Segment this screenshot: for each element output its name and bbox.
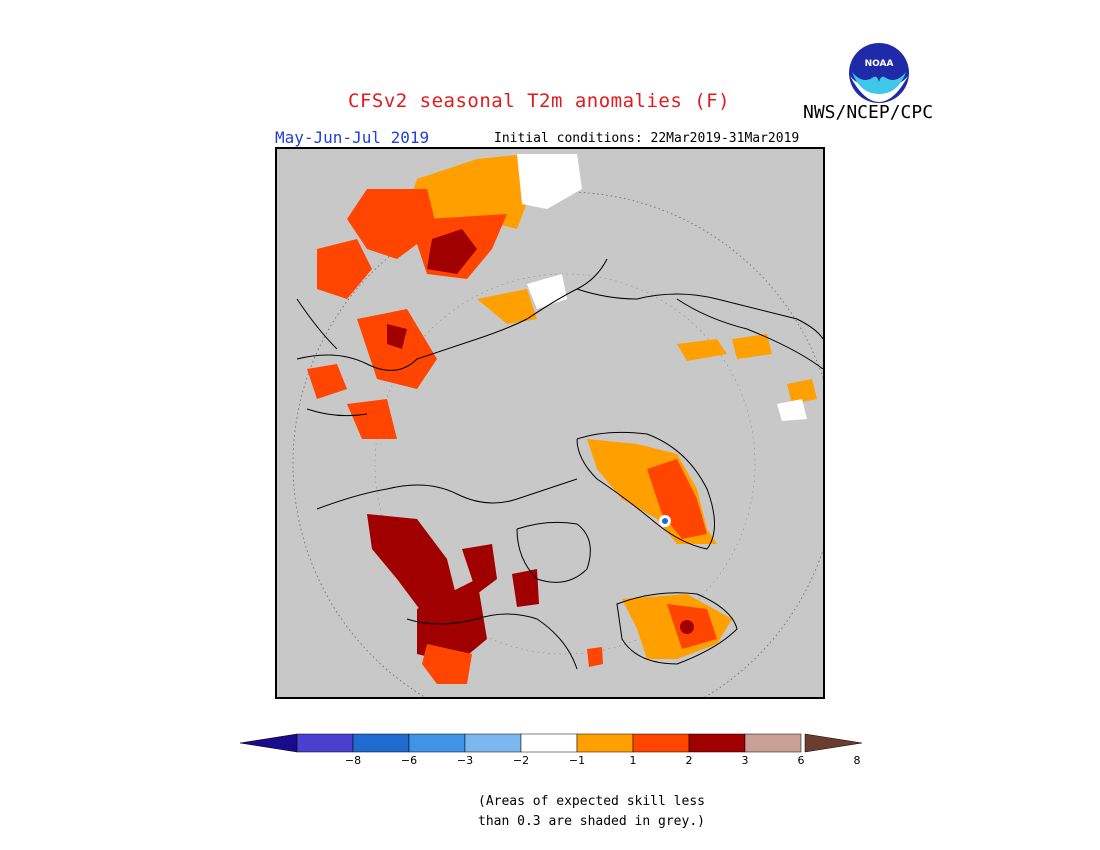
color-bin-4 (464, 733, 522, 753)
color-bar-tick: −8 (344, 754, 362, 767)
latitude-circle (292, 191, 823, 697)
coastlines (296, 258, 823, 670)
color-bar-tick: 1 (629, 754, 637, 767)
initial-conditions: Initial conditions: 22Mar2019-31Mar2019 (494, 131, 800, 146)
europe-anomalies (622, 594, 732, 659)
color-bar-tick: −1 (568, 754, 586, 767)
color-bar-tick: 8 (853, 754, 861, 767)
skill-note-line2: than 0.3 are shaded in grey.) (478, 814, 705, 829)
color-bar-tick: 6 (797, 754, 805, 767)
color-bar-tick: −2 (512, 754, 530, 767)
greenland-anomalies (587, 439, 717, 544)
color-bin-6 (576, 733, 634, 753)
map-title: CFSv2 seasonal T2m anomalies (F) (348, 90, 731, 112)
latitude-circle-inner (374, 273, 756, 655)
siberia-anomalies (677, 334, 817, 421)
color-bin-1 (296, 733, 354, 753)
color-bar-tick: −6 (400, 754, 418, 767)
noaa-logo-text: NOAA (865, 59, 894, 69)
skill-note: (Areas of expected skill less than 0.3 a… (478, 792, 705, 832)
north-america-anomalies (367, 514, 603, 684)
color-bar-tick: 2 (685, 754, 693, 767)
noaa-logo: NOAA (849, 43, 909, 103)
agency-label: NWS/NCEP/CPC (803, 102, 934, 123)
color-bin-5 (520, 733, 578, 753)
skill-note-line1: (Areas of expected skill less (478, 794, 705, 809)
color-bar (240, 733, 862, 753)
color-bin-3 (408, 733, 466, 753)
color-bin-8 (688, 733, 746, 753)
color-bin-2 (352, 733, 410, 753)
color-bin-9 (744, 733, 802, 753)
color-bar-tick: −3 (456, 754, 474, 767)
eurasia-anomalies (307, 154, 582, 439)
forecast-period: May-Jun-Jul 2019 (275, 128, 430, 147)
color-bin-7 (632, 733, 690, 753)
color-bar-tick: 3 (741, 754, 749, 767)
polar-map (275, 147, 825, 699)
